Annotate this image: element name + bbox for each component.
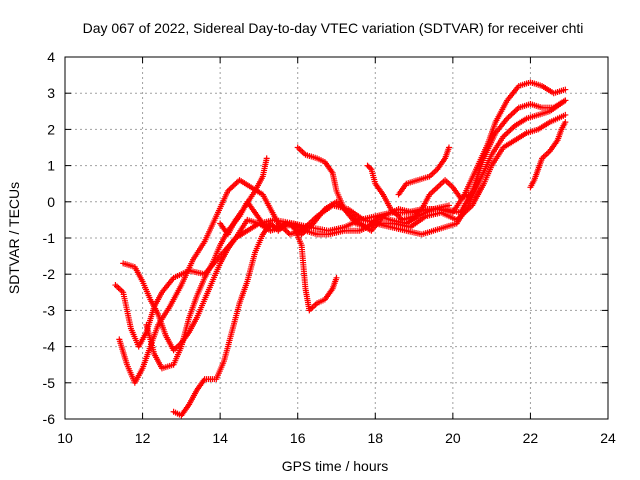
data-point <box>227 185 234 192</box>
x-axis-label: GPS time / hours <box>282 458 389 474</box>
series-track-j <box>217 155 270 238</box>
y-tick-label: 1 <box>47 158 55 174</box>
x-tick-label: 16 <box>290 430 306 446</box>
data-point <box>508 111 515 118</box>
data-point <box>230 182 237 189</box>
x-tick-label: 14 <box>212 430 228 446</box>
data-point <box>505 114 512 121</box>
chart-title: Day 067 of 2022, Sidereal Day-to-day VTE… <box>83 20 584 36</box>
y-tick-label: 3 <box>47 85 55 101</box>
data-point <box>512 107 519 114</box>
series-track-f <box>294 144 452 231</box>
data-point <box>263 155 270 162</box>
y-tick-label: -2 <box>43 266 56 282</box>
data-point <box>511 108 518 115</box>
x-tick-label: 10 <box>57 430 73 446</box>
data-point <box>507 126 514 133</box>
x-tick-label: 20 <box>445 430 461 446</box>
y-tick-label: -5 <box>43 375 56 391</box>
y-tick-label: -6 <box>43 411 56 427</box>
x-tick-label: 18 <box>367 430 383 446</box>
data-point <box>333 274 340 281</box>
data-point <box>367 165 374 172</box>
series-track-h <box>395 144 452 198</box>
y-axis-label: SDTVAR / TECUs <box>6 182 22 294</box>
series-track-a <box>112 79 569 350</box>
data-point <box>509 125 516 132</box>
data-point <box>232 181 239 188</box>
data-point <box>229 183 236 190</box>
data-point <box>562 111 569 118</box>
data-point <box>285 230 292 237</box>
x-tick-label: 12 <box>135 430 151 446</box>
data-point <box>562 97 569 104</box>
series-track-i <box>527 119 569 191</box>
data-point <box>465 191 472 198</box>
y-tick-label: -1 <box>43 230 56 246</box>
y-tick-label: 2 <box>47 121 55 137</box>
data-point <box>503 130 510 137</box>
data-point <box>507 112 514 119</box>
data-point <box>445 144 452 151</box>
data-point <box>562 86 569 93</box>
data-point <box>504 129 511 136</box>
series-track-e <box>170 220 340 419</box>
y-tick-label: 4 <box>47 49 55 65</box>
series-track-g <box>364 162 472 223</box>
y-tick-label: -4 <box>43 339 56 355</box>
y-tick-label: 0 <box>47 194 55 210</box>
data-point <box>509 110 516 117</box>
x-tick-label: 22 <box>523 430 539 446</box>
data-marks <box>112 79 569 419</box>
y-tick-label: -3 <box>43 302 56 318</box>
data-point <box>445 202 452 209</box>
data-point <box>562 119 569 126</box>
x-tick-label: 24 <box>600 430 616 446</box>
